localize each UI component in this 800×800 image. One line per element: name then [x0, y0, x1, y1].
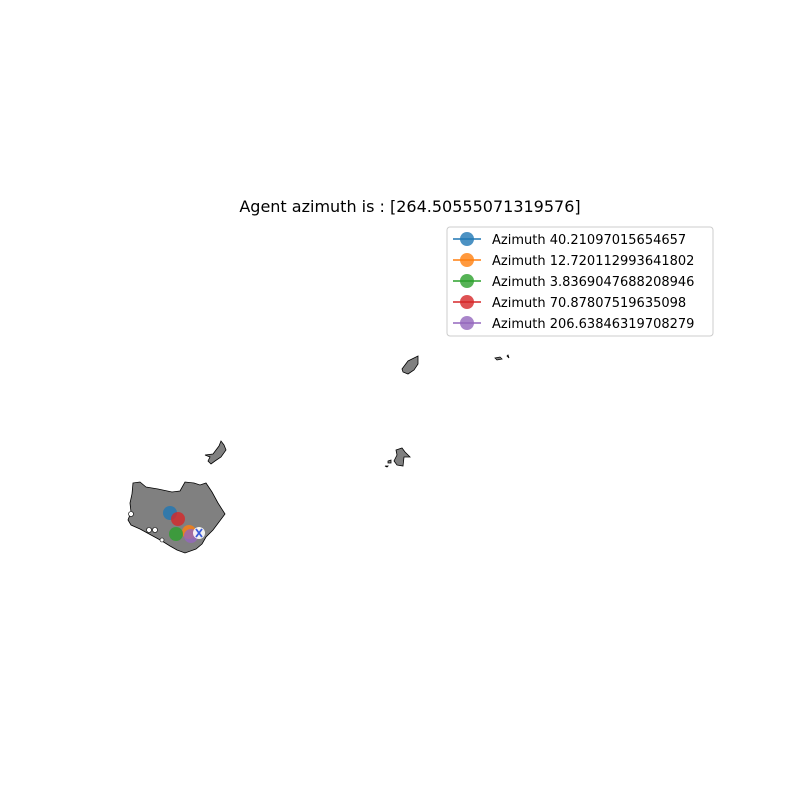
- legend-frame: [446, 226, 714, 337]
- islet-center: [387, 459, 392, 464]
- azimuth-marker-4: [171, 512, 185, 526]
- legend-label: Azimuth 3.8369047688208946: [492, 275, 694, 290]
- islet-northeast: [506, 354, 510, 359]
- legend-marker: [460, 232, 474, 246]
- legend-entry: Azimuth 40.21097015654657: [453, 232, 686, 248]
- legend-entry: Azimuth 3.8369047688208946: [453, 274, 694, 290]
- legend: Azimuth 40.21097015654657 Azimuth 12.7201…: [446, 226, 714, 337]
- small-island-north: [204, 440, 227, 465]
- legend-label: Azimuth 40.21097015654657: [492, 233, 686, 248]
- legend-marker: [460, 274, 474, 288]
- legend-label: Azimuth 70.87807519635098: [492, 296, 686, 311]
- land-layer: [127, 354, 510, 554]
- lake: [159, 537, 165, 543]
- legend-marker: [460, 316, 474, 330]
- islet-center: [384, 465, 389, 468]
- legend-marker: [460, 253, 474, 267]
- lake: [146, 527, 152, 533]
- legend-label: Azimuth 206.63846319708279: [492, 317, 694, 332]
- legend-entry: Azimuth 206.63846319708279: [453, 316, 694, 332]
- islet-northeast: [494, 356, 503, 361]
- lake: [128, 511, 134, 517]
- legend-marker: [460, 295, 474, 309]
- azimuth-marker-3: [169, 527, 183, 541]
- lake: [152, 527, 158, 533]
- island-center-top: [401, 355, 419, 375]
- map-title: Agent azimuth is : [264.50555071319576]: [239, 197, 580, 216]
- legend-entry: Azimuth 70.87807519635098: [453, 295, 686, 311]
- x-marker-icon: [193, 527, 205, 539]
- island-center: [393, 447, 411, 467]
- legend-entry: Azimuth 12.720112993641802: [453, 253, 694, 269]
- legend-label: Azimuth 12.720112993641802: [492, 254, 694, 269]
